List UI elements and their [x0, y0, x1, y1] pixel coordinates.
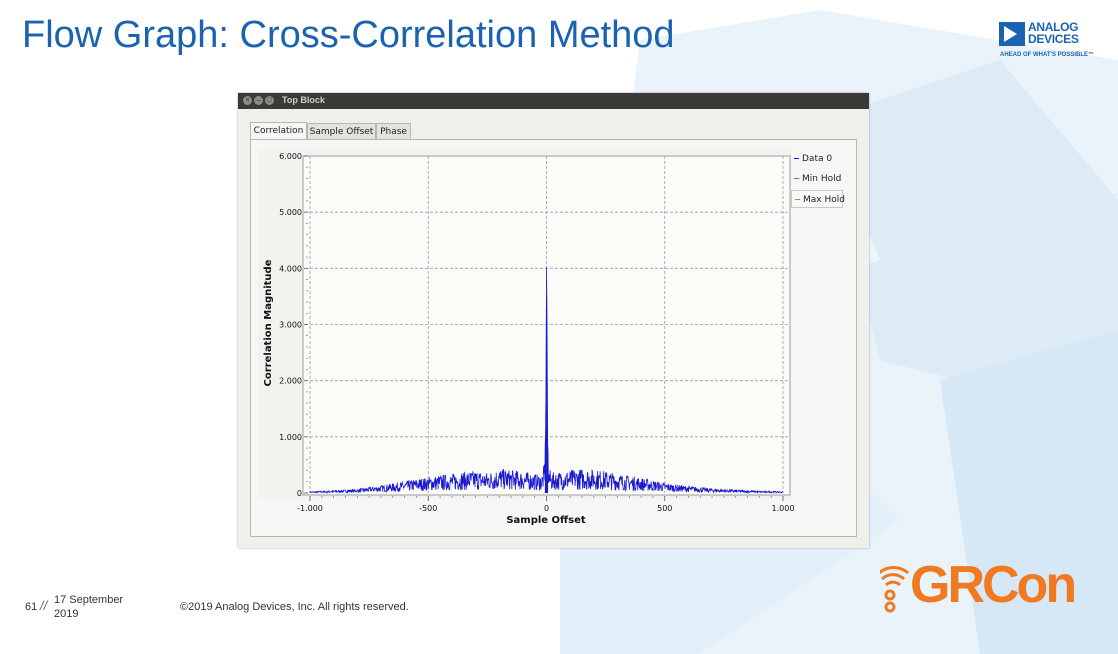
x-tick-label-0: -1.000: [297, 504, 323, 513]
x-tick-label-4: 1.000: [772, 504, 795, 513]
logo-text-line1: ANALOG: [1028, 20, 1079, 34]
y-tick-label-4: 4.000: [279, 264, 302, 273]
y-tick-label-2: 2.000: [279, 377, 302, 386]
logo-tagline: AHEAD OF WHAT'S POSSIBLE™: [1000, 52, 1094, 58]
y-tick-label-6: 6.000: [279, 152, 302, 161]
legend-item-data-0[interactable]: Data 0: [791, 150, 843, 168]
y-tick-label-1: 1.000: [279, 433, 302, 442]
y-axis-ticks: 0 1.000 2.000 3.000 4.000 5.000 6.000: [279, 152, 308, 498]
legend-swatch-data-0: [794, 158, 799, 159]
y-tick-label-0: 0: [297, 489, 302, 498]
legend-item-max-hold[interactable]: Max Hold: [791, 190, 845, 208]
x-tick-label-2: 0: [544, 504, 549, 513]
y-tick-label-3: 3.000: [279, 321, 302, 330]
grcon-logo: GRCon: [880, 556, 1080, 619]
legend-label-max-hold: Max Hold: [803, 195, 845, 205]
tab-correlation[interactable]: Correlation: [250, 122, 307, 140]
plot-traces: [309, 267, 784, 495]
plot-grid: [309, 155, 790, 493]
x-tick-label-3: 500: [657, 504, 672, 513]
grcon-wifi-icon: [880, 566, 909, 613]
footer-date-line2: 2019: [54, 608, 79, 620]
y-tick-label-5: 5.000: [279, 208, 302, 217]
window-title: Top Block: [282, 95, 325, 105]
legend-label-data-0: Data 0: [802, 154, 833, 164]
x-axis-label: Sample Offset: [506, 515, 586, 526]
tab-phase[interactable]: Phase: [376, 123, 411, 139]
footer-separator: //: [40, 598, 48, 613]
x-tick-label-1: -500: [419, 504, 437, 513]
page-number: 61: [25, 601, 38, 613]
window-titlebar[interactable]: × – □ Top Block: [238, 93, 869, 109]
plot-legend: Data 0 Min Hold Max Hold: [791, 150, 845, 226]
y-axis-label: Correlation Magnitude: [263, 259, 274, 386]
legend-label-min-hold: Min Hold: [802, 174, 842, 184]
tab-sample-offset[interactable]: Sample Offset: [307, 123, 376, 139]
x-axis-ticks: -1.000 -500 0 500 1.000: [297, 496, 794, 513]
close-icon[interactable]: ×: [243, 96, 252, 105]
legend-swatch-max-hold: [795, 199, 800, 200]
footer-date-line1: 17 September: [54, 594, 124, 606]
grcon-wordmark: GRCon: [910, 556, 1077, 614]
logo-text-line2: DEVICES: [1028, 32, 1079, 46]
analog-devices-logo-mark: [999, 22, 1025, 46]
top-block-window: × – □ Top Block Correlation Sample Offse…: [238, 93, 869, 548]
maximize-icon[interactable]: □: [265, 96, 274, 105]
legend-item-min-hold[interactable]: Min Hold: [791, 170, 843, 188]
slide-title: Flow Graph: Cross-Correlation Method: [22, 14, 675, 56]
correlation-plot[interactable]: 0 1.000 2.000 3.000 4.000 5.000 6.000 -1.000 -5…: [238, 93, 869, 548]
copyright-notice: ©2019 Analog Devices, Inc. All rights re…: [180, 601, 409, 613]
minimize-icon[interactable]: –: [254, 96, 263, 105]
trace-data-0: [309, 267, 784, 495]
analog-devices-logo: ANALOG DEVICES AHEAD OF WHAT'S POSSIBLE™: [999, 20, 1099, 62]
legend-swatch-min-hold: [794, 178, 799, 179]
